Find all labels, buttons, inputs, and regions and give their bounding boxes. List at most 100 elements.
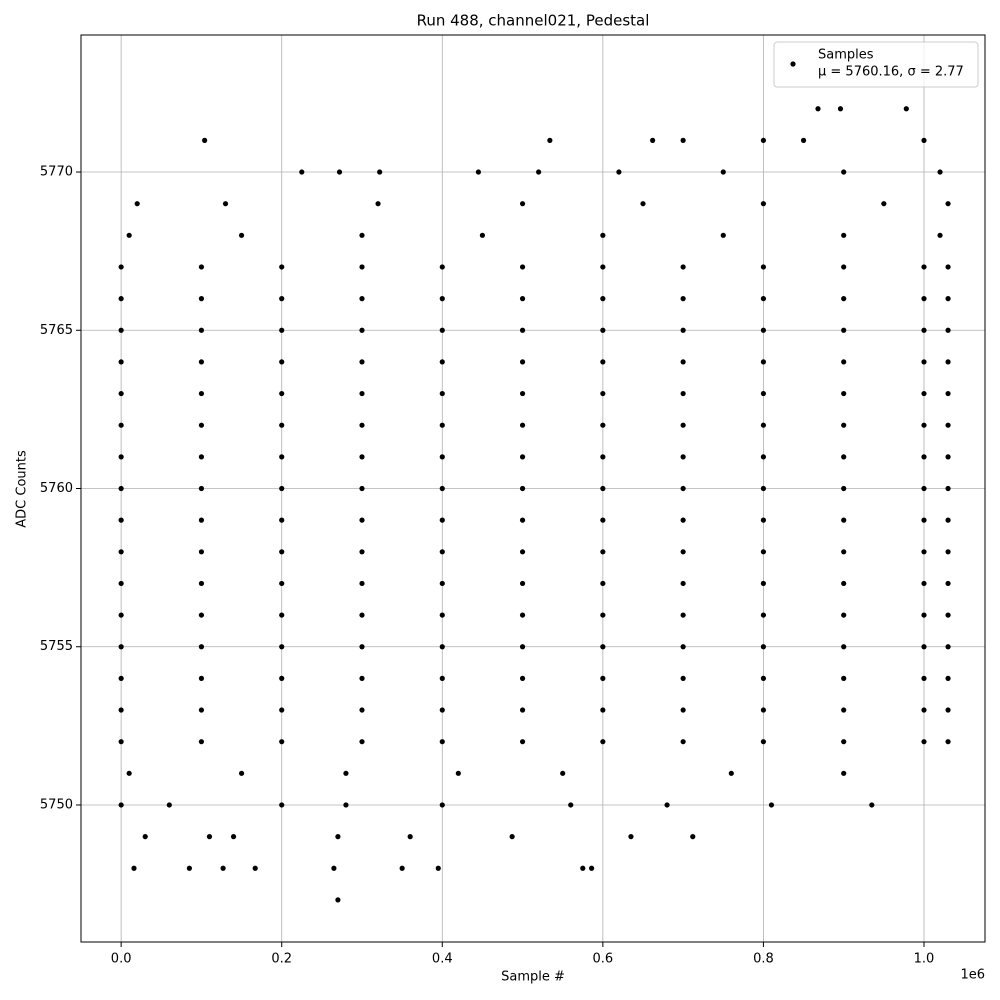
point: [279, 707, 285, 713]
point: [680, 454, 686, 460]
point: [841, 169, 847, 175]
point: [279, 485, 285, 492]
point: [343, 802, 349, 808]
point: [600, 517, 606, 523]
point: [680, 296, 686, 302]
point: [166, 802, 172, 808]
point: [760, 675, 767, 681]
point: [198, 612, 205, 618]
point: [841, 359, 847, 365]
point: [720, 169, 726, 175]
point: [198, 580, 205, 587]
point: [439, 264, 445, 270]
point: [519, 359, 526, 365]
point: [359, 327, 365, 333]
point: [921, 137, 927, 143]
point: [841, 675, 847, 681]
point: [600, 422, 606, 428]
x-tick-label: 0.6: [593, 952, 614, 967]
point: [118, 359, 124, 365]
legend-note: μ = 5760.16, σ = 2.77: [818, 65, 964, 80]
point: [198, 675, 205, 681]
y-tick-label: 5750: [40, 797, 73, 812]
point: [279, 739, 285, 745]
point: [680, 675, 686, 681]
point: [841, 739, 847, 745]
point: [921, 739, 927, 745]
point: [377, 169, 383, 175]
point: [519, 201, 526, 207]
point: [519, 517, 526, 523]
point: [945, 612, 951, 618]
point: [760, 454, 767, 460]
point: [359, 232, 365, 238]
point: [841, 580, 847, 587]
point: [519, 675, 526, 681]
legend-box: [773, 41, 979, 88]
point: [921, 454, 927, 460]
point: [279, 264, 285, 270]
y-tick-label: 5770: [40, 165, 73, 180]
point: [519, 422, 526, 428]
point: [628, 834, 634, 840]
point: [198, 454, 205, 460]
point: [118, 580, 124, 587]
point: [439, 707, 445, 713]
point: [198, 485, 205, 492]
point: [230, 834, 237, 840]
point: [680, 549, 686, 555]
point: [118, 390, 124, 397]
point: [519, 454, 526, 460]
point: [600, 232, 606, 238]
point: [841, 454, 847, 460]
point: [760, 549, 767, 555]
point: [359, 517, 365, 523]
x-tick-label: 0.2: [271, 952, 292, 967]
point: [519, 549, 526, 555]
point: [439, 390, 445, 397]
point: [439, 296, 445, 302]
point: [760, 201, 767, 207]
point: [359, 549, 365, 555]
point: [279, 359, 285, 365]
point: [439, 675, 445, 681]
point: [869, 802, 875, 808]
x-offset-label: 1e6: [960, 968, 985, 983]
point: [841, 549, 847, 555]
point: [680, 612, 686, 618]
point: [841, 612, 847, 618]
point: [439, 485, 445, 492]
point: [118, 612, 124, 618]
point: [359, 675, 365, 681]
point: [560, 770, 566, 776]
point: [945, 549, 951, 555]
point: [198, 739, 205, 745]
point: [600, 454, 606, 460]
point: [680, 422, 686, 428]
point: [921, 675, 927, 681]
point: [439, 454, 445, 460]
point: [600, 675, 606, 681]
point: [519, 739, 526, 745]
point: [335, 834, 341, 840]
point: [640, 201, 646, 207]
point: [760, 612, 767, 618]
point: [134, 201, 140, 207]
point: [600, 580, 606, 587]
point: [439, 422, 445, 428]
point: [206, 834, 213, 840]
point: [439, 549, 445, 555]
point: [800, 137, 807, 143]
point: [760, 517, 767, 523]
point: [841, 517, 847, 523]
point: [600, 644, 606, 650]
point: [222, 201, 229, 207]
point: [921, 296, 927, 302]
point: [841, 422, 847, 428]
point: [118, 327, 124, 333]
point: [118, 644, 124, 650]
point: [616, 169, 622, 175]
point: [279, 802, 285, 808]
